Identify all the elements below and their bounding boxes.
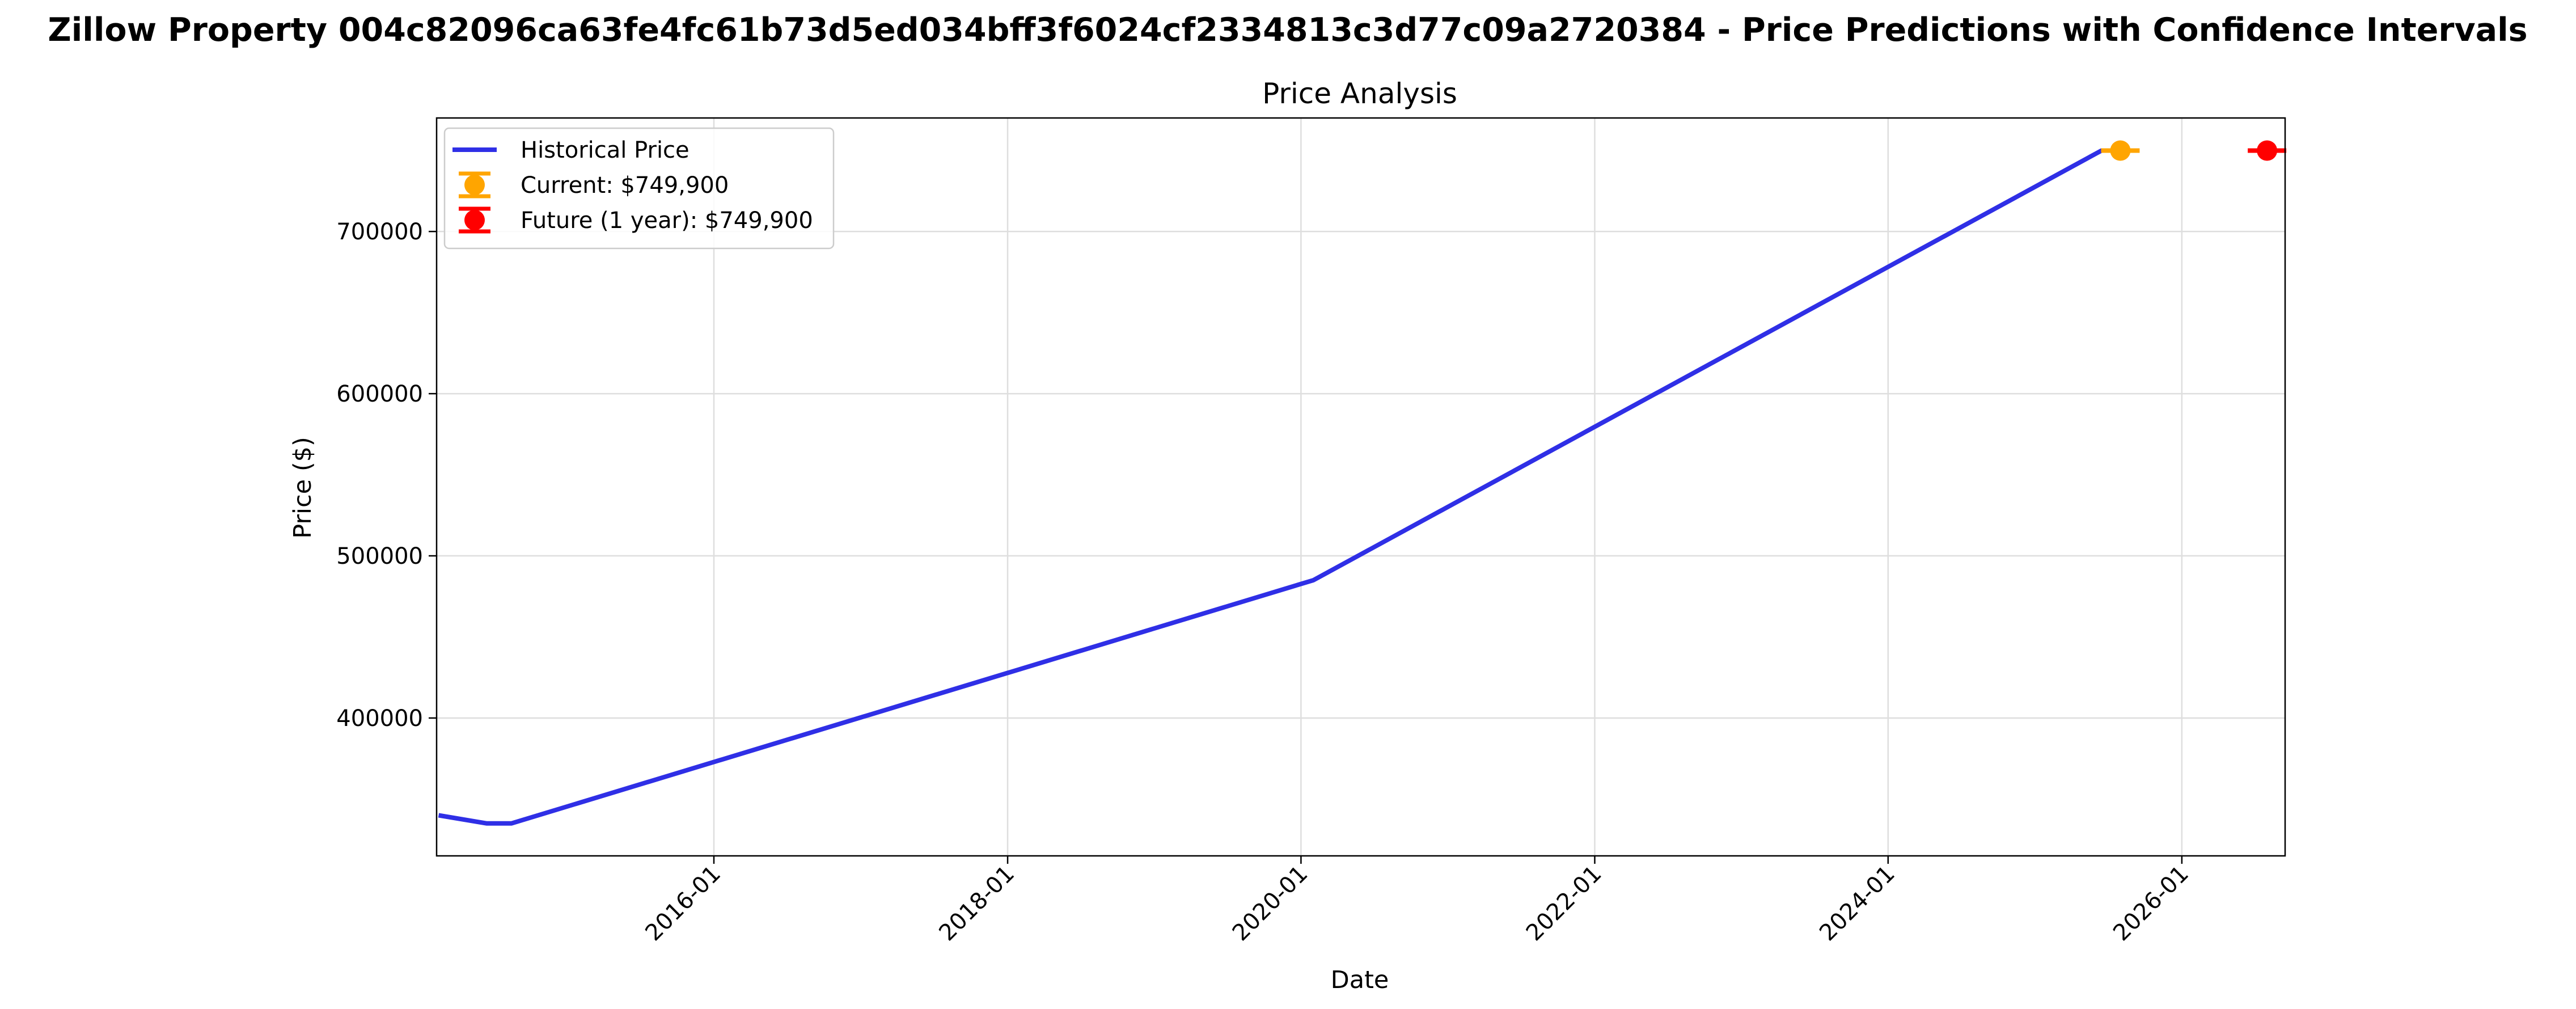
axes-frame <box>435 117 2286 857</box>
historical-price-legend-label: Historical Price <box>521 137 690 163</box>
plot-area <box>438 140 2287 826</box>
future-1-year-749-900-legend-label: Future (1 year): $749,900 <box>521 208 813 234</box>
legend: Historical Price Current: $749,900 Future … <box>443 127 835 250</box>
x-tick-label: 2018-01 <box>934 861 1020 947</box>
grid-lines <box>437 118 2285 856</box>
y-tick-label: 600000 <box>336 381 423 407</box>
y-axis-label: Price ($) <box>289 437 317 538</box>
x-axis-label: Date <box>1331 966 1389 994</box>
historical-price-line <box>438 148 2116 826</box>
legend-box <box>443 127 835 250</box>
axis-ticks: 2016-01 2018-01 2020-01 2022-01 2024-01 2026-… <box>336 219 2194 946</box>
y-tick-label: 400000 <box>336 706 423 732</box>
figure-suptitle: Zillow Property 004c82096ca63fe4fc61b73d… <box>48 11 2527 49</box>
x-tick-label: 2016-01 <box>640 861 726 947</box>
x-tick-label: 2020-01 <box>1228 861 1313 947</box>
x-tick-label: 2026-01 <box>2108 861 2194 947</box>
future-1-year-749-900-point <box>2257 140 2278 161</box>
current-749-900-point <box>2110 140 2131 161</box>
y-tick-label: 700000 <box>336 219 423 245</box>
x-tick-label: 2022-01 <box>1521 861 1607 947</box>
y-tick-label: 500000 <box>336 543 423 569</box>
current-749-900-legend-swatch <box>459 171 490 199</box>
chart-title: Price Analysis <box>1262 77 1457 110</box>
future-1-year-749-900-legend-swatch <box>459 206 490 234</box>
current-749-900-legend-label: Current: $749,900 <box>521 172 729 199</box>
x-tick-label: 2024-01 <box>1814 861 1900 947</box>
